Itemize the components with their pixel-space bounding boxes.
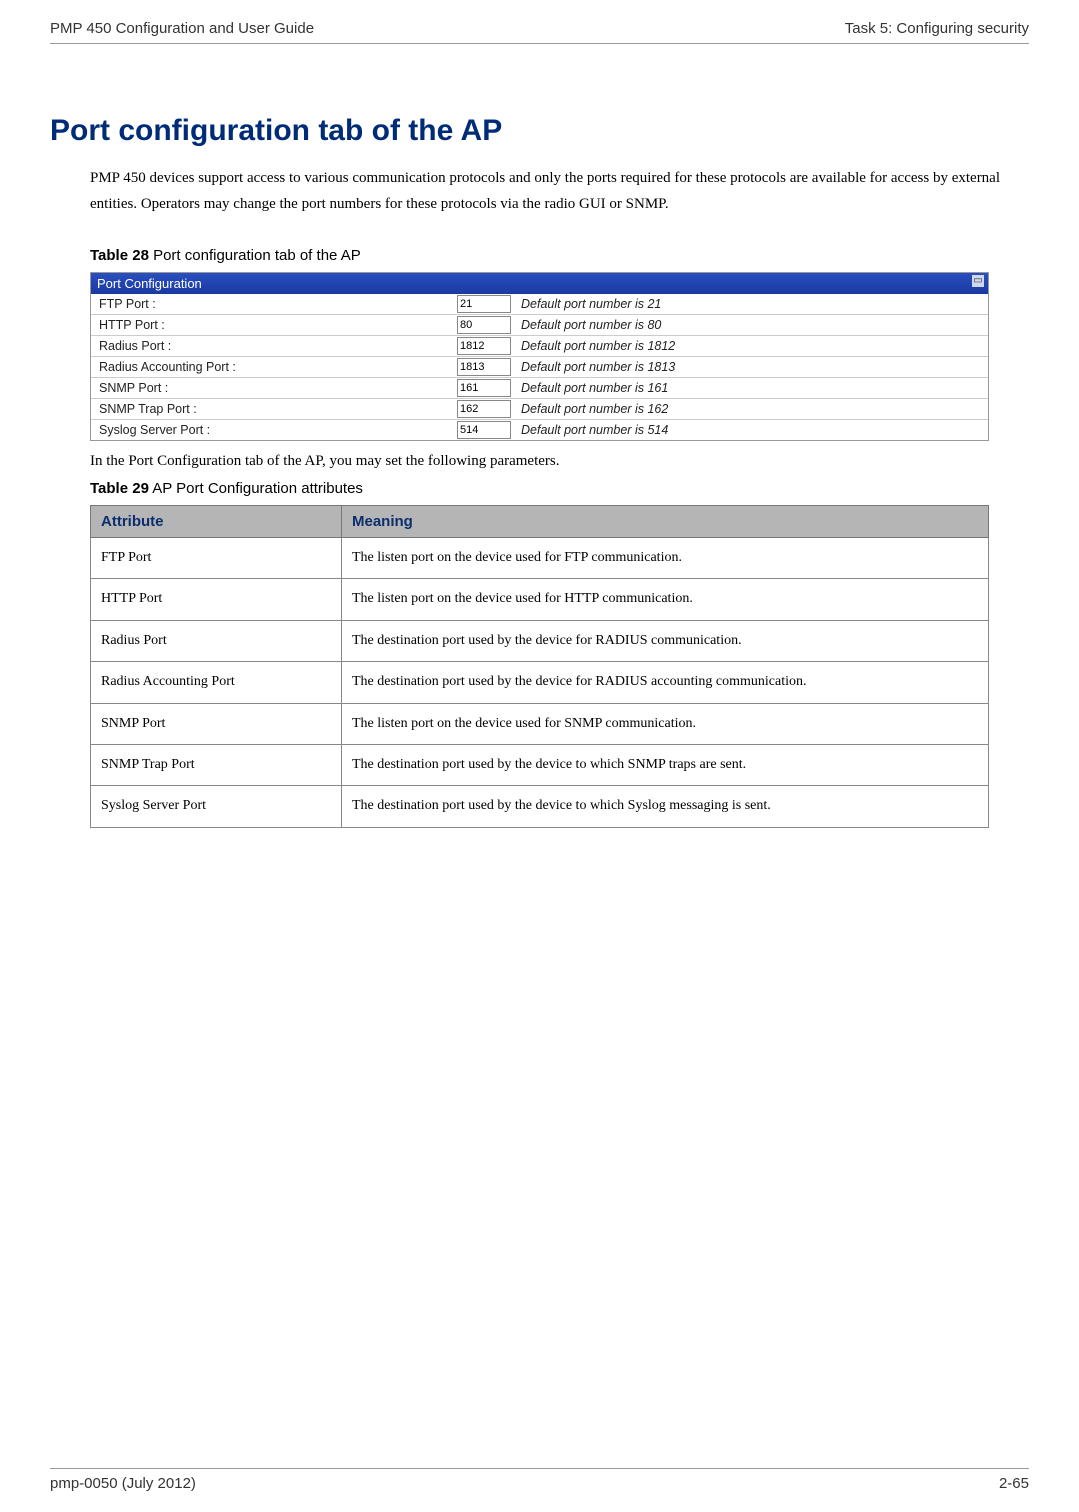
port-label: Radius Accounting Port : bbox=[91, 357, 457, 377]
port-row: HTTP Port : Default port number is 80 bbox=[91, 314, 988, 335]
collapse-icon[interactable]: ▭ bbox=[972, 275, 984, 287]
port-rows: FTP Port :Default port number is 21HTTP … bbox=[91, 294, 988, 440]
port-desc: Default port number is 1812 bbox=[507, 336, 988, 356]
attr-meaning-cell: The destination port used by the device … bbox=[342, 662, 989, 703]
table-row: SNMP Trap PortThe destination port used … bbox=[91, 744, 989, 785]
table28-caption-bold: Table 28 bbox=[90, 247, 149, 264]
panel-titlebar: Port Configuration ▭ bbox=[91, 273, 988, 294]
port-desc: Default port number is 80 bbox=[507, 315, 988, 335]
port-input[interactable] bbox=[457, 337, 511, 355]
port-input-wrap bbox=[457, 316, 507, 334]
port-row: Radius Port : Default port number is 1812 bbox=[91, 335, 988, 356]
port-input[interactable] bbox=[457, 316, 511, 334]
attr-name-cell: FTP Port bbox=[91, 538, 342, 579]
attr-meaning-cell: The listen port on the device used for S… bbox=[342, 703, 989, 744]
attr-name-cell: Radius Accounting Port bbox=[91, 662, 342, 703]
port-input[interactable] bbox=[457, 400, 511, 418]
section-heading: Port configuration tab of the AP bbox=[50, 114, 1029, 148]
port-label: Syslog Server Port : bbox=[91, 420, 457, 440]
port-label: FTP Port : bbox=[91, 294, 457, 314]
port-desc: Default port number is 21 bbox=[507, 294, 988, 314]
attr-meaning-cell: The listen port on the device used for F… bbox=[342, 538, 989, 579]
port-label: HTTP Port : bbox=[91, 315, 457, 335]
attr-name-cell: SNMP Port bbox=[91, 703, 342, 744]
table29-caption-bold: Table 29 bbox=[90, 480, 149, 497]
port-input[interactable] bbox=[457, 295, 511, 313]
attr-meaning-cell: The destination port used by the device … bbox=[342, 786, 989, 827]
port-desc: Default port number is 514 bbox=[507, 420, 988, 440]
port-input[interactable] bbox=[457, 421, 511, 439]
table29-caption: Table 29 AP Port Configuration attribute… bbox=[90, 480, 1029, 497]
table-row: Radius Accounting PortThe destination po… bbox=[91, 662, 989, 703]
header-right: Task 5: Configuring security bbox=[845, 20, 1029, 37]
table-row: SNMP PortThe listen port on the device u… bbox=[91, 703, 989, 744]
attr-meaning-cell: The listen port on the device used for H… bbox=[342, 579, 989, 620]
port-row: Syslog Server Port : Default port number … bbox=[91, 419, 988, 440]
port-row: SNMP Trap Port : Default port number is 1… bbox=[91, 398, 988, 419]
port-input-wrap bbox=[457, 421, 507, 439]
port-input-wrap bbox=[457, 295, 507, 313]
table28-caption-rest: Port configuration tab of the AP bbox=[149, 247, 361, 264]
footer-right: 2-65 bbox=[999, 1475, 1029, 1492]
panel-title: Port Configuration bbox=[97, 276, 202, 291]
footer-left: pmp-0050 (July 2012) bbox=[50, 1475, 196, 1492]
table-row: Syslog Server PortThe destination port u… bbox=[91, 786, 989, 827]
table28-caption: Table 28 Port configuration tab of the A… bbox=[90, 247, 1029, 264]
port-config-panel: Port Configuration ▭ FTP Port : Default p… bbox=[90, 272, 989, 441]
attr-meaning-cell: The destination port used by the device … bbox=[342, 620, 989, 661]
port-input-wrap bbox=[457, 379, 507, 397]
attr-name-cell: SNMP Trap Port bbox=[91, 744, 342, 785]
port-label: SNMP Trap Port : bbox=[91, 399, 457, 419]
port-row: SNMP Port : Default port number is 161 bbox=[91, 377, 988, 398]
port-input-wrap bbox=[457, 358, 507, 376]
page-header: PMP 450 Configuration and User Guide Tas… bbox=[50, 20, 1029, 44]
attr-meaning-cell: The destination port used by the device … bbox=[342, 744, 989, 785]
port-input-wrap bbox=[457, 400, 507, 418]
port-input-wrap bbox=[457, 337, 507, 355]
header-left: PMP 450 Configuration and User Guide bbox=[50, 20, 314, 37]
port-desc: Default port number is 162 bbox=[507, 399, 988, 419]
page-footer: pmp-0050 (July 2012) 2-65 bbox=[50, 1468, 1029, 1492]
table-row: FTP PortThe listen port on the device us… bbox=[91, 538, 989, 579]
attr-table-col1: Attribute bbox=[91, 506, 342, 538]
port-label: SNMP Port : bbox=[91, 378, 457, 398]
attr-name-cell: HTTP Port bbox=[91, 579, 342, 620]
attr-table-col2: Meaning bbox=[342, 506, 989, 538]
page: PMP 450 Configuration and User Guide Tas… bbox=[0, 0, 1079, 1512]
attr-name-cell: Syslog Server Port bbox=[91, 786, 342, 827]
attribute-table: Attribute Meaning FTP PortThe listen por… bbox=[90, 505, 989, 828]
port-input[interactable] bbox=[457, 358, 511, 376]
port-desc: Default port number is 161 bbox=[507, 378, 988, 398]
table-row: Radius PortThe destination port used by … bbox=[91, 620, 989, 661]
attr-name-cell: Radius Port bbox=[91, 620, 342, 661]
port-row: FTP Port : Default port number is 21 bbox=[91, 294, 988, 314]
port-desc: Default port number is 1813 bbox=[507, 357, 988, 377]
port-row: Radius Accounting Port : Default port num… bbox=[91, 356, 988, 377]
table-row: HTTP PortThe listen port on the device u… bbox=[91, 579, 989, 620]
section-intro: PMP 450 devices support access to variou… bbox=[90, 166, 1029, 217]
port-input[interactable] bbox=[457, 379, 511, 397]
between-text: In the Port Configuration tab of the AP,… bbox=[90, 453, 1029, 470]
table29-caption-rest: AP Port Configuration attributes bbox=[149, 480, 363, 497]
port-label: Radius Port : bbox=[91, 336, 457, 356]
